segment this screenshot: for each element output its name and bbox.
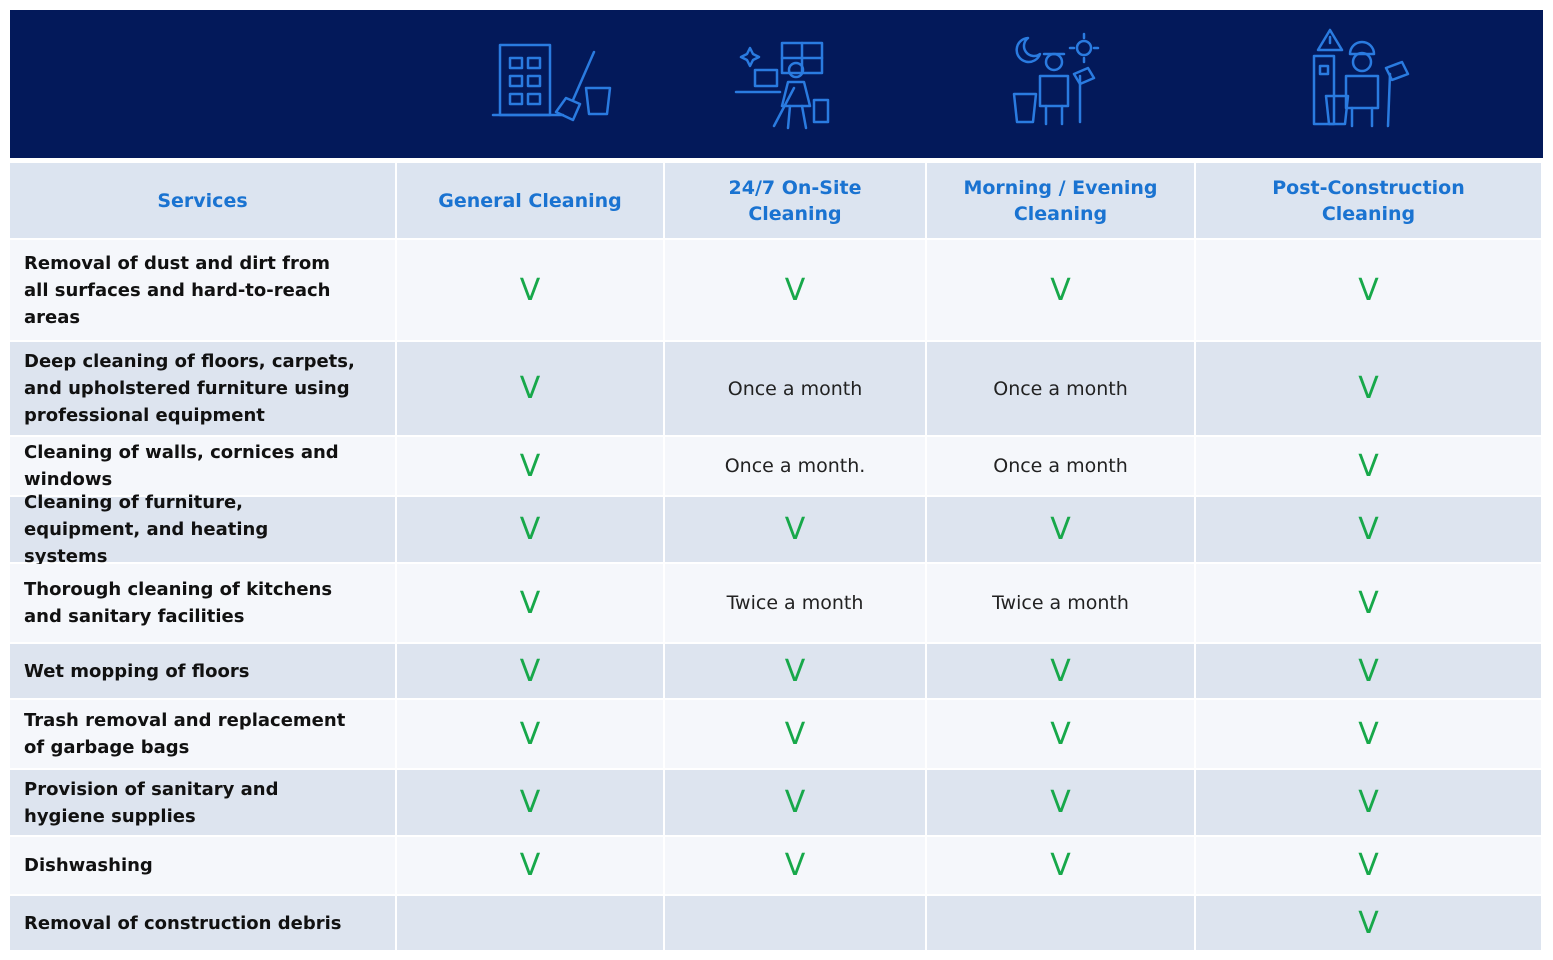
- frequency: Twice a month: [927, 564, 1194, 642]
- column-header: 24/7 On-Site Cleaning: [665, 163, 925, 238]
- check-mark: V: [1196, 896, 1541, 950]
- check-mark: V: [665, 644, 925, 698]
- check-mark: V: [927, 700, 1194, 768]
- check-mark: V: [1196, 240, 1541, 340]
- frequency: Once a month: [665, 342, 925, 435]
- check-mark: V: [665, 240, 925, 340]
- check-mark: V: [397, 644, 663, 698]
- check-mark: V: [397, 342, 663, 435]
- check-mark: V: [397, 497, 663, 562]
- check-mark: V: [397, 700, 663, 768]
- service-name: Dishwashing: [10, 837, 395, 894]
- column-header: Services: [10, 163, 395, 238]
- service-name: Deep cleaning of floors, carpets, and up…: [10, 342, 395, 435]
- column-header: Morning / Evening Cleaning: [927, 163, 1194, 238]
- check-mark: V: [1196, 700, 1541, 768]
- check-mark: V: [665, 837, 925, 894]
- service-name: Wet mopping of floors: [10, 644, 395, 698]
- frequency: Once a month: [927, 437, 1194, 495]
- service-name: Trash removal and replacement of garbage…: [10, 700, 395, 768]
- frequency: Once a month: [927, 342, 1194, 435]
- check-mark: V: [927, 644, 1194, 698]
- check-mark: V: [1196, 837, 1541, 894]
- check-mark: V: [1196, 564, 1541, 642]
- check-mark: V: [665, 700, 925, 768]
- frequency: [927, 896, 1194, 950]
- check-mark: V: [927, 240, 1194, 340]
- icon-onsite: [734, 41, 830, 130]
- check-mark: V: [1196, 770, 1541, 835]
- frequency: Twice a month: [665, 564, 925, 642]
- icon-general: [491, 43, 612, 122]
- icon-morning-evening: [1012, 32, 1100, 126]
- service-name: Cleaning of walls, cornices and windows: [10, 437, 395, 495]
- check-mark: V: [665, 770, 925, 835]
- service-name: Removal of construction debris: [10, 896, 395, 950]
- service-name: Provision of sanitary and hygiene suppli…: [10, 770, 395, 835]
- service-name: Removal of dust and dirt from all surfac…: [10, 240, 395, 340]
- check-mark: V: [397, 564, 663, 642]
- check-mark: V: [1196, 497, 1541, 562]
- frequency: Once a month.: [665, 437, 925, 495]
- check-mark: V: [927, 497, 1194, 562]
- frequency: [397, 896, 663, 950]
- check-mark: V: [397, 437, 663, 495]
- check-mark: V: [1196, 342, 1541, 435]
- check-mark: V: [1196, 644, 1541, 698]
- check-mark: V: [665, 497, 925, 562]
- service-name: Cleaning of furniture, equipment, and he…: [10, 492, 395, 567]
- check-mark: V: [397, 240, 663, 340]
- column-header: General Cleaning: [397, 163, 663, 238]
- check-mark: V: [1196, 437, 1541, 495]
- frequency: [665, 896, 925, 950]
- column-header: Post-Construction Cleaning: [1196, 163, 1541, 238]
- check-mark: V: [927, 837, 1194, 894]
- check-mark: V: [397, 770, 663, 835]
- icon-post-construction: [1312, 28, 1410, 128]
- service-name: Thorough cleaning of kitchens and sanita…: [10, 564, 395, 642]
- check-mark: V: [397, 837, 663, 894]
- check-mark: V: [927, 770, 1194, 835]
